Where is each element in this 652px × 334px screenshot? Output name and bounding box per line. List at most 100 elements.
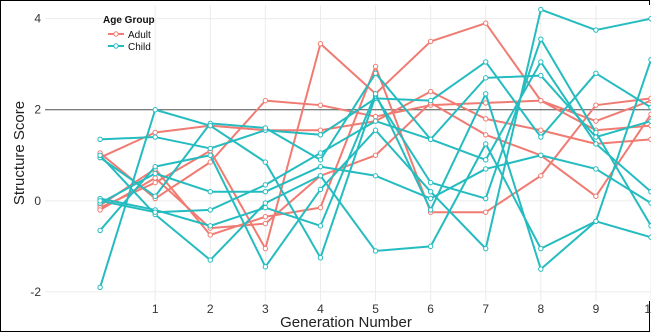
data-point [483, 195, 489, 202]
data-point [262, 200, 269, 206]
data-point [648, 104, 651, 111]
data-point [317, 132, 324, 138]
x-tick-label: 9 [593, 302, 600, 316]
data-point [207, 189, 213, 195]
data-point [372, 152, 379, 158]
data-point [427, 97, 434, 104]
data-point [317, 150, 324, 156]
data-point [648, 15, 651, 22]
data-point [648, 200, 651, 206]
data-point [538, 72, 544, 79]
data-point [262, 220, 269, 227]
data-point [427, 136, 434, 143]
x-tick-label: 10 [644, 302, 651, 316]
data-point [483, 75, 489, 81]
data-point [372, 118, 379, 124]
data-point [262, 264, 269, 270]
data-point [97, 136, 103, 143]
x-tick-label: 1 [152, 302, 159, 316]
data-point [483, 209, 489, 215]
data-point [483, 20, 489, 26]
data-point [593, 166, 599, 172]
data-point [427, 189, 434, 195]
data-point [152, 209, 158, 215]
data-point [97, 284, 103, 291]
data-point [262, 245, 269, 252]
data-point [648, 111, 651, 117]
data-point [483, 245, 489, 252]
data-point [152, 179, 158, 186]
y-tick-label: 0 [34, 194, 41, 208]
data-point [207, 152, 213, 158]
data-point [152, 163, 158, 170]
data-point [97, 227, 103, 234]
data-point [648, 223, 651, 229]
data-point [317, 204, 324, 211]
data-point [538, 127, 544, 133]
x-axis-title: Generation Number [280, 314, 412, 331]
data-point [538, 173, 544, 179]
legend: Age Group Adult Child [103, 15, 155, 53]
y-tick-labels: -2 0 2 4 [30, 12, 41, 299]
x-tick-label: 4 [317, 302, 324, 316]
data-point [483, 116, 489, 122]
x-tick-label: 8 [537, 302, 544, 316]
data-point [97, 207, 103, 213]
data-point [483, 132, 489, 138]
data-point [538, 152, 544, 158]
x-tick-label: 2 [207, 302, 214, 316]
data-point [317, 41, 324, 47]
data-point [152, 107, 158, 113]
legend-label-child: Child [128, 42, 151, 53]
data-point [317, 163, 324, 170]
data-point [593, 218, 599, 225]
data-point [648, 95, 651, 102]
legend-label-adult: Adult [128, 30, 151, 41]
data-point [372, 70, 379, 77]
data-point [372, 113, 379, 120]
x-tick-label: 7 [482, 302, 489, 316]
data-point [97, 152, 103, 158]
data-point [593, 102, 599, 108]
legend-title: Age Group [103, 15, 155, 26]
data-point [152, 175, 158, 181]
data-point [262, 159, 269, 165]
y-axis-title: Structure Score [11, 101, 28, 205]
data-point [317, 223, 324, 229]
x-tick-label: 6 [427, 302, 434, 316]
data-point [152, 134, 158, 140]
data-point [262, 97, 269, 104]
data-point [483, 59, 489, 65]
data-point [262, 182, 269, 188]
data-point [427, 195, 434, 202]
data-point [97, 198, 103, 204]
data-point [593, 27, 599, 33]
data-point [538, 36, 544, 42]
data-point [372, 63, 379, 70]
series-child [97, 152, 651, 206]
x-tick-label: 5 [372, 302, 379, 316]
data-point [427, 243, 434, 250]
series-layer [97, 6, 651, 291]
data-point [648, 122, 651, 129]
data-point [372, 248, 379, 254]
data-point [207, 159, 213, 165]
data-point [152, 193, 158, 199]
data-point [207, 122, 213, 129]
data-point [317, 186, 324, 193]
data-point [152, 170, 158, 177]
data-point [262, 125, 269, 131]
data-point [593, 193, 599, 199]
data-point [207, 145, 213, 152]
data-point [262, 189, 269, 195]
legend-marker-adult [113, 31, 119, 37]
data-point [207, 207, 213, 213]
data-point [317, 173, 324, 179]
data-point [593, 118, 599, 124]
data-point [317, 157, 324, 163]
data-point [538, 134, 544, 140]
y-tick-label: 4 [34, 12, 41, 26]
data-point [648, 118, 651, 124]
